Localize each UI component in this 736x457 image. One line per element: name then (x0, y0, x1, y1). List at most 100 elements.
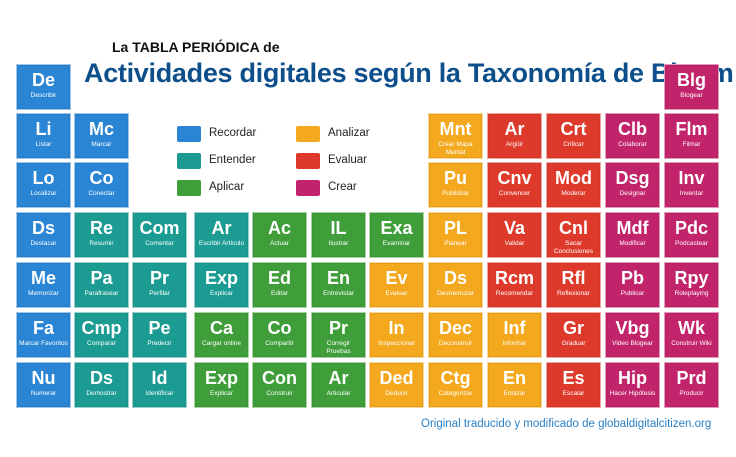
element-tile[interactable]: Id Identificar (132, 362, 187, 408)
element-tile[interactable]: Mod Moderar (546, 162, 601, 208)
element-tile[interactable]: Mdf Modificar (605, 212, 660, 258)
source-credit[interactable]: Original traducido y modificado de globa… (421, 418, 712, 430)
element-tile[interactable]: Rfl Reflexionar (546, 262, 601, 308)
element-tile[interactable]: Ar Articular (311, 362, 366, 408)
element-tile[interactable]: IL Ilustrar (311, 212, 366, 258)
element-tile[interactable]: Ar Argüir (487, 113, 542, 159)
element-name: Articular (326, 390, 351, 397)
element-tile[interactable]: Mnt Crear Mapa Mental (428, 113, 483, 159)
element-symbol: Lo (32, 168, 55, 188)
element-tile[interactable]: Clb Colaborar (605, 113, 660, 159)
element-symbol: Co (89, 168, 114, 188)
element-tile[interactable]: Ded Deducir (369, 362, 424, 408)
element-tile[interactable]: Pa Parafrasear (74, 262, 129, 308)
element-symbol: Pr (328, 318, 348, 338)
element-symbol: Inf (503, 318, 526, 338)
element-symbol: Hip (618, 368, 647, 388)
element-tile[interactable]: Cnl Sacar Conclusiones (546, 212, 601, 258)
element-tile[interactable]: Re Resumir (74, 212, 129, 258)
legend-swatch (296, 153, 320, 169)
element-symbol: Ded (379, 368, 414, 388)
element-tile[interactable]: Cnv Convencer (487, 162, 542, 208)
element-tile[interactable]: PL Planear (428, 212, 483, 258)
element-tile[interactable]: Con Construir (252, 362, 307, 408)
element-tile[interactable]: Pr Perfilar (132, 262, 187, 308)
element-tile[interactable]: Hip Hacer Hipótesis (605, 362, 660, 408)
element-tile[interactable]: En Entrevistar (311, 262, 366, 308)
element-symbol: Pb (620, 268, 644, 288)
element-tile[interactable]: Inv Inventar (664, 162, 719, 208)
element-name: Actuar (270, 240, 289, 247)
element-tile[interactable]: Flm Filmar (664, 113, 719, 159)
element-name: Explicar (209, 390, 234, 397)
element-tile[interactable]: Nu Numerar (16, 362, 71, 408)
element-tile[interactable]: Co Compartir (252, 312, 307, 358)
element-tile[interactable]: Pu Publicitar (428, 162, 483, 208)
element-tile[interactable]: Co Conectar (74, 162, 129, 208)
element-name: Conectar (88, 190, 115, 197)
element-symbol: Pu (443, 168, 467, 188)
element-tile[interactable]: Prd Producir (664, 362, 719, 408)
element-symbol: Ds (89, 368, 113, 388)
element-tile[interactable]: Li Listar (16, 113, 71, 159)
element-tile[interactable]: Ctg Categorizar (428, 362, 483, 408)
element-symbol: Clb (618, 119, 647, 139)
element-tile[interactable]: Lo Localizar (16, 162, 71, 208)
element-tile[interactable]: Ev Evaluar (369, 262, 424, 308)
element-tile[interactable]: Exa Examinar (369, 212, 424, 258)
element-tile[interactable]: Me Memorizar (16, 262, 71, 308)
element-tile[interactable]: Vbg Video Blogear (605, 312, 660, 358)
element-tile[interactable]: Pe Predecir (132, 312, 187, 358)
element-name: Reflexionar (557, 290, 590, 297)
element-tile[interactable]: Rcm Recomendar (487, 262, 542, 308)
element-name: Describir (30, 92, 57, 99)
element-tile[interactable]: Mc Marcar (74, 113, 129, 159)
element-tile[interactable]: Wk Construir Wiki (664, 312, 719, 358)
element-name: Marcar (91, 141, 112, 148)
element-tile[interactable]: Es Escalar (546, 362, 601, 408)
element-tile[interactable]: De Describir (16, 64, 71, 110)
element-symbol: IL (330, 218, 347, 238)
element-tile[interactable]: Blg Blogear (664, 64, 719, 110)
element-tile[interactable]: Cmp Comparar (74, 312, 129, 358)
element-name: Crear Mapa Mental (438, 141, 473, 156)
element-tile[interactable]: Rpy Roleplaying (664, 262, 719, 308)
element-tile[interactable]: Fa Marcar Favoritos (16, 312, 71, 358)
element-tile[interactable]: Va Validar (487, 212, 542, 258)
element-tile[interactable]: Ds Desmenuzar (428, 262, 483, 308)
element-tile[interactable]: Inf Informar (487, 312, 542, 358)
element-tile[interactable]: Com Comentar (132, 212, 187, 258)
element-tile[interactable]: Pb Publicar (605, 262, 660, 308)
element-tile[interactable]: Pdc Podcastear (664, 212, 719, 258)
element-tile[interactable]: En Enlazar (487, 362, 542, 408)
element-tile[interactable]: Ed Editar (252, 262, 307, 308)
element-tile[interactable]: In Inspeccionar (369, 312, 424, 358)
element-name: Deconstruir (438, 340, 473, 347)
element-symbol: Li (35, 119, 52, 139)
element-name: Convencer (498, 190, 531, 197)
element-symbol: Flm (675, 119, 708, 139)
element-symbol: Fa (32, 318, 54, 338)
element-tile[interactable]: Ds Demostrar (74, 362, 129, 408)
element-tile[interactable]: Ac Actuar (252, 212, 307, 258)
element-name: Graduar (561, 340, 586, 347)
element-tile[interactable]: Exp Explicar (194, 262, 249, 308)
element-tile[interactable]: Exp Explicar (194, 362, 249, 408)
element-name: Resumir (89, 240, 114, 247)
element-tile[interactable]: Ca Cargar online (194, 312, 249, 358)
element-name: Localizar (30, 190, 57, 197)
element-name: Roleplaying (674, 290, 709, 297)
element-tile[interactable]: Dec Deconstruir (428, 312, 483, 358)
element-symbol: PL (443, 218, 467, 238)
element-name: Producir (679, 390, 704, 397)
element-tile[interactable]: Gr Graduar (546, 312, 601, 358)
element-tile[interactable]: Pr Corregir Pruebas (311, 312, 366, 358)
element-name: Moderar (561, 190, 586, 197)
element-name: Inventar (679, 190, 704, 197)
element-tile[interactable]: Ds Destacar (16, 212, 71, 258)
legend-label: Analizar (328, 127, 370, 139)
element-tile[interactable]: Ar Escribir Artículo (194, 212, 249, 258)
element-tile[interactable]: Crt Criticar (546, 113, 601, 159)
element-symbol: In (388, 318, 405, 338)
element-tile[interactable]: Dsg Designar (605, 162, 660, 208)
